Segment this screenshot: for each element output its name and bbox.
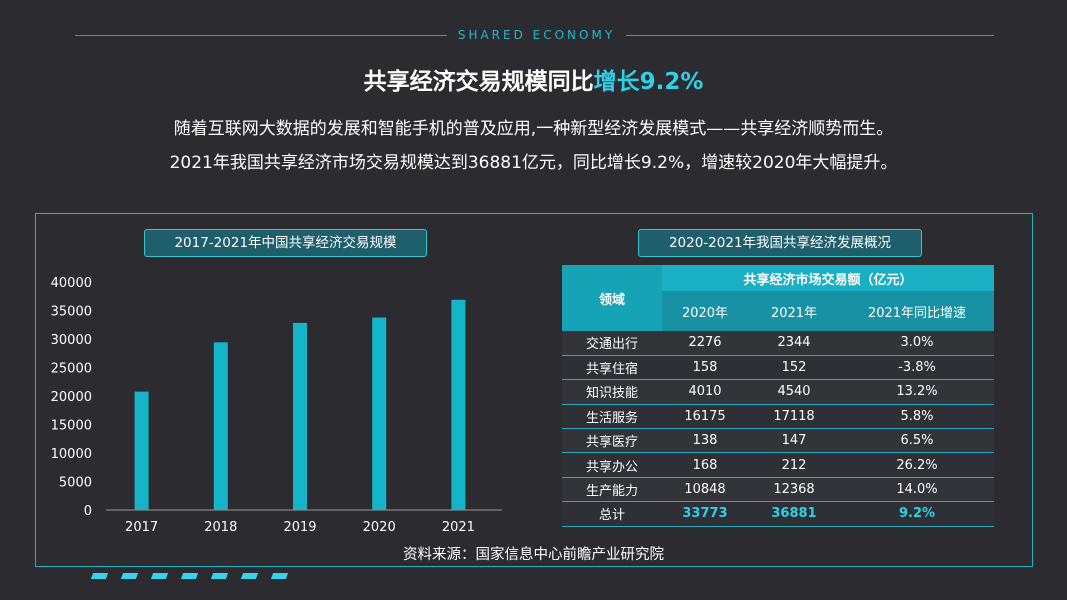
total-field: 总计 (562, 502, 662, 526)
total-growth: 9.2% (840, 502, 994, 526)
intro-line-2: 2021年我国共享经济市场交易规模达到36881亿元，同比增长9.2%，增速较2… (0, 148, 1067, 173)
y-tick-label: 5000 (59, 476, 92, 491)
row-2020: 2276 (662, 331, 748, 355)
row-field: 共享医疗 (562, 429, 662, 453)
table-row: 生活服务 16175 17118 5.8% (562, 404, 994, 428)
dash-mark (151, 573, 168, 579)
x-tick-label: 2018 (204, 520, 237, 535)
bar-2020 (372, 317, 386, 510)
table-row: 生产能力 10848 12368 14.0% (562, 477, 994, 501)
dash-mark (271, 573, 288, 579)
y-tick-label: 10000 (51, 447, 92, 462)
x-tick-label: 2019 (283, 520, 316, 535)
dash-mark (91, 573, 108, 579)
table-title: 2020-2021年我国共享经济发展概况 (638, 229, 922, 257)
dash-mark (181, 573, 198, 579)
row-2021: 12368 (748, 477, 840, 501)
row-growth: 5.8% (840, 404, 994, 428)
col-2021: 2021年 (748, 291, 840, 331)
row-field: 知识技能 (562, 380, 662, 404)
row-growth: -3.8% (840, 355, 994, 379)
row-2020: 138 (662, 429, 748, 453)
table-row: 共享医疗 138 147 6.5% (562, 429, 994, 453)
total-2021: 36881 (748, 502, 840, 526)
row-2021: 17118 (748, 404, 840, 428)
chart-title: 2017-2021年中国共享经济交易规模 (144, 229, 427, 257)
source-note: 资料来源：国家信息中心前瞻产业研究院 (0, 543, 1067, 564)
row-field: 交通出行 (562, 331, 662, 355)
dash-mark (121, 573, 138, 579)
y-tick-label: 30000 (51, 333, 92, 348)
top-rule-right (626, 35, 994, 36)
title-accent: 增长9.2% (594, 69, 704, 95)
row-2021: 152 (748, 355, 840, 379)
table-row: 交通出行 2276 2344 3.0% (562, 331, 994, 355)
title-main: 共享经济交易规模同比 (364, 69, 594, 95)
intro-line-1: 随着互联网大数据的发展和智能手机的普及应用,一种新型经济发展模式——共享经济顺势… (0, 114, 1067, 139)
row-growth: 26.2% (840, 453, 994, 477)
row-growth: 13.2% (840, 380, 994, 404)
bar-chart: 0 5000 10000 15000 20000 25000 30000 35000 40000… (40, 262, 510, 542)
row-2020: 4010 (662, 380, 748, 404)
table-total-row: 总计 33773 36881 9.2% (562, 502, 994, 526)
row-field: 共享住宿 (562, 355, 662, 379)
table-row: 共享住宿 158 152 -3.8% (562, 355, 994, 379)
total-2020: 33773 (662, 502, 748, 526)
eyebrow-label: SHARED ECONOMY (447, 28, 626, 42)
table-row: 知识技能 4010 4540 13.2% (562, 380, 994, 404)
col-2020: 2020年 (662, 291, 748, 331)
y-tick-label: 35000 (51, 305, 92, 320)
table-row: 共享办公 168 212 26.2% (562, 453, 994, 477)
bar-2021 (451, 300, 465, 510)
page-title: 共享经济交易规模同比增长9.2% (0, 62, 1067, 96)
row-field: 生活服务 (562, 404, 662, 428)
row-2020: 10848 (662, 477, 748, 501)
row-2021: 147 (748, 429, 840, 453)
y-tick-label: 25000 (51, 362, 92, 377)
row-2021: 4540 (748, 380, 840, 404)
y-tick-label: 15000 (51, 419, 92, 434)
row-2020: 158 (662, 355, 748, 379)
top-rule-left (75, 35, 447, 36)
header-field: 领域 (562, 265, 662, 331)
x-tick-label: 2017 (125, 520, 158, 535)
economy-table: 领域 共享经济市场交易额（亿元） 2020年 2021年 2021年同比增速 交… (562, 265, 994, 527)
row-2020: 168 (662, 453, 748, 477)
row-2021: 2344 (748, 331, 840, 355)
row-growth: 3.0% (840, 331, 994, 355)
dash-mark (241, 573, 258, 579)
bar-2017 (135, 392, 149, 510)
y-tick-label: 20000 (51, 390, 92, 405)
bar-2018 (214, 342, 228, 510)
header-group: 共享经济市场交易额（亿元） (662, 265, 994, 291)
col-growth: 2021年同比增速 (840, 291, 994, 331)
x-tick-label: 2021 (442, 520, 475, 535)
x-tick-label: 2020 (363, 520, 396, 535)
dash-mark (211, 573, 228, 579)
row-2021: 212 (748, 453, 840, 477)
bar-2019 (293, 323, 307, 510)
row-2020: 16175 (662, 404, 748, 428)
row-field: 共享办公 (562, 453, 662, 477)
row-growth: 6.5% (840, 429, 994, 453)
row-growth: 14.0% (840, 477, 994, 501)
row-field: 生产能力 (562, 477, 662, 501)
y-tick-label: 40000 (51, 276, 92, 291)
y-tick-label: 0 (84, 504, 92, 519)
